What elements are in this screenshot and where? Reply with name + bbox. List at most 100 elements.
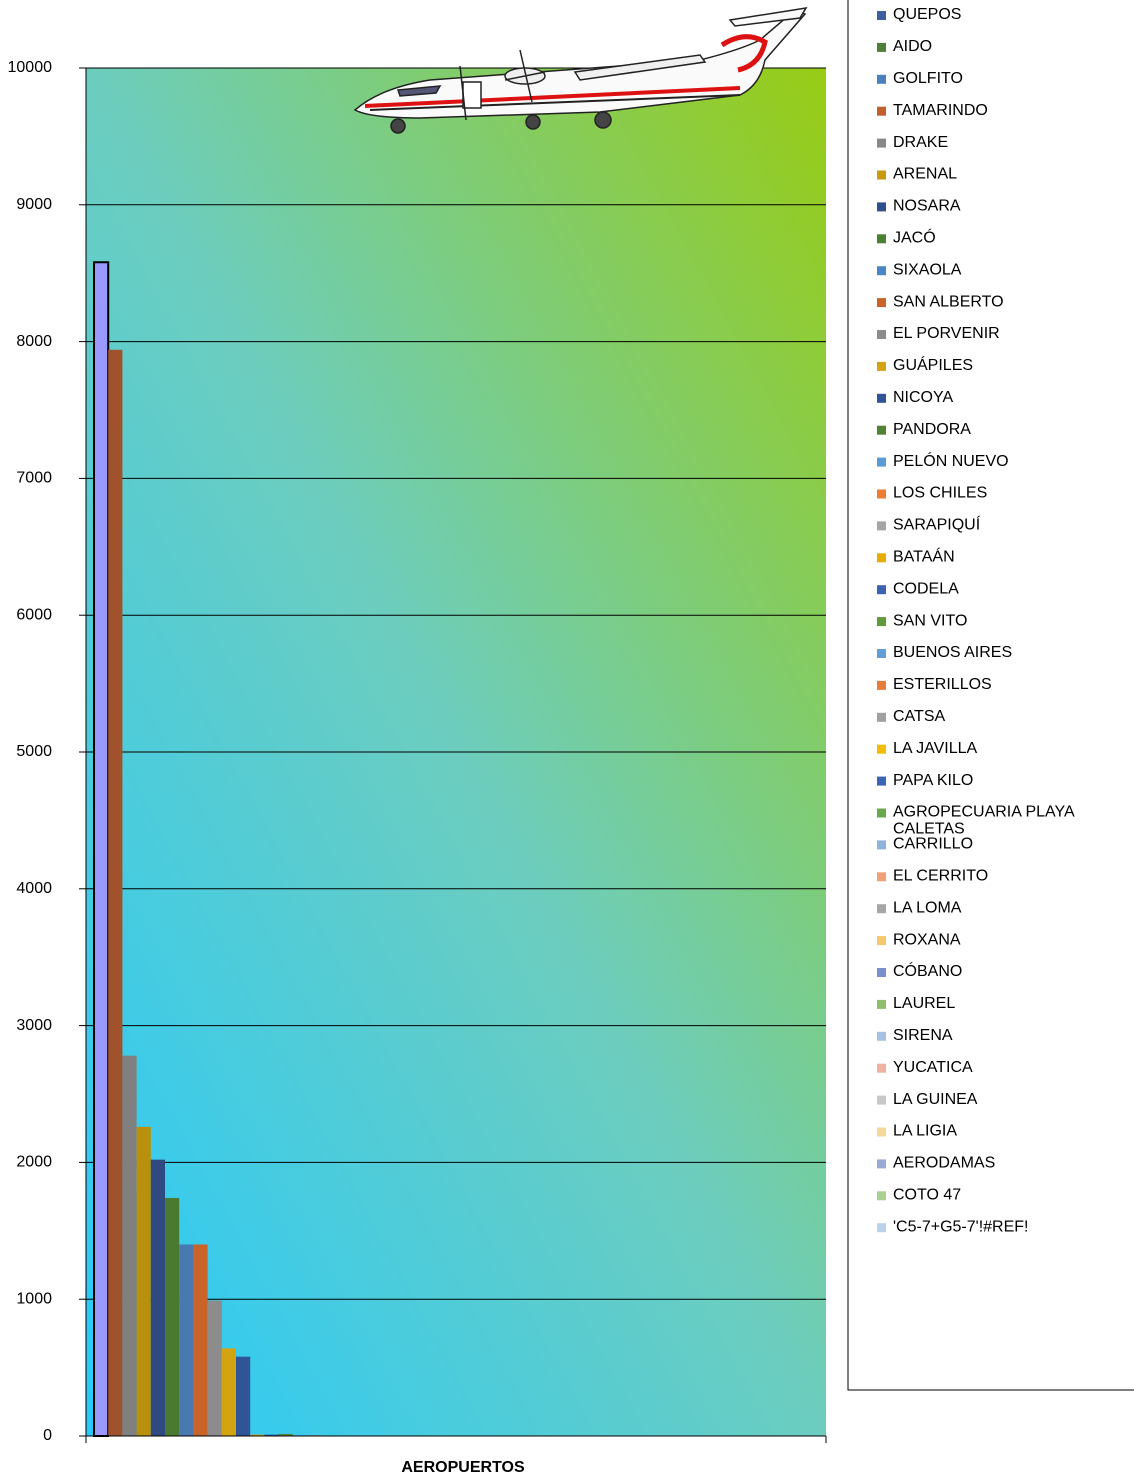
airplane-illustration <box>353 7 808 134</box>
y-tick-label: 9000 <box>16 196 52 213</box>
bar <box>150 1159 165 1436</box>
bar <box>250 1434 265 1436</box>
legend-label: LA LOMA <box>893 899 962 916</box>
legend-label: COTO 47 <box>893 1187 961 1204</box>
legend-label: PANDORA <box>893 421 971 438</box>
legend-swatch <box>877 680 886 690</box>
x-axis-title: AEROPUERTOS <box>401 1459 525 1476</box>
bar <box>93 261 110 1438</box>
y-tick-label: 4000 <box>16 880 52 897</box>
legend-swatch <box>877 1191 886 1201</box>
legend-box <box>847 0 1134 1391</box>
legend-label: CÓBANO <box>893 961 962 980</box>
legend-swatch <box>877 298 886 308</box>
y-tick-label: 6000 <box>16 606 52 623</box>
legend-label: DRAKE <box>893 134 948 151</box>
legend-swatch <box>877 585 886 595</box>
legend-label: LA JAVILLA <box>893 740 978 757</box>
y-tick-label: 7000 <box>16 470 52 487</box>
legend-swatch <box>877 138 886 148</box>
bar <box>122 1055 137 1436</box>
legend-label: JACÓ <box>893 228 936 247</box>
legend-swatch <box>877 489 886 499</box>
legend-label: LOS CHILES <box>893 485 987 502</box>
legend-label: AGROPECUARIA PLAYA CALETAS <box>893 804 1075 838</box>
legend-label: GOLFITO <box>893 70 963 87</box>
legend-swatch <box>877 1095 886 1105</box>
legend-swatch <box>877 840 886 850</box>
bar <box>136 1126 151 1436</box>
legend-label: BUENOS AIRES <box>893 644 1012 661</box>
legend-swatch <box>877 234 886 244</box>
legend-swatch <box>877 1031 886 1041</box>
y-tick-label: 2000 <box>16 1154 52 1171</box>
legend-label: CODELA <box>893 580 959 597</box>
legend-label: YUCATICA <box>893 1059 973 1076</box>
y-tick-label: 10000 <box>8 59 53 76</box>
legend-swatch <box>877 1127 886 1137</box>
legend-label: QUEPOS <box>893 6 961 23</box>
legend-swatch <box>877 904 886 914</box>
bar <box>236 1356 251 1436</box>
legend-swatch <box>877 457 886 467</box>
legend-swatch <box>877 425 886 435</box>
legend-swatch <box>877 330 886 339</box>
legend-label: NICOYA <box>893 389 953 406</box>
legend-swatch <box>877 1159 886 1169</box>
legend-label: GUÁPILES <box>893 355 973 374</box>
legend-label: PELÓN NUEVO <box>893 451 1009 470</box>
bar <box>165 1197 180 1436</box>
legend-label: BATAÁN <box>893 547 955 566</box>
legend-label: LAUREL <box>893 995 955 1012</box>
legend-label: SAN ALBERTO <box>893 293 1004 310</box>
bars <box>93 261 322 1438</box>
legend-swatch <box>877 968 886 977</box>
y-tick-label: 5000 <box>16 743 52 760</box>
legend-label: ARENAL <box>893 166 957 183</box>
legend-swatch <box>877 11 886 20</box>
legend-swatch <box>877 521 886 531</box>
legend-swatch <box>877 553 886 563</box>
bar <box>207 1300 222 1436</box>
legend-swatch <box>877 617 886 627</box>
legend-label: ESTERILLOS <box>893 676 992 693</box>
legend-label: TAMARINDO <box>893 102 988 119</box>
legend-swatch <box>877 266 886 276</box>
legend-label: CATSA <box>893 708 945 725</box>
legend-swatch <box>877 808 886 818</box>
legend-swatch <box>877 74 886 84</box>
legend-swatch <box>877 999 886 1009</box>
bar <box>108 349 123 1437</box>
y-tick-label: 8000 <box>16 333 52 350</box>
bar <box>264 1434 279 1436</box>
legend-swatch <box>877 1063 886 1073</box>
legend-swatch <box>877 744 886 754</box>
legend-label: SIXAOLA <box>893 261 962 278</box>
legend-swatch <box>877 170 886 180</box>
legend-swatch <box>877 712 886 722</box>
legend-label: ROXANA <box>893 931 961 948</box>
legend-label: SAN VITO <box>893 612 967 629</box>
y-tick-label: 3000 <box>16 1017 52 1034</box>
legend-label: EL CERRITO <box>893 868 988 885</box>
legend-label: SIRENA <box>893 1027 953 1044</box>
legend-label: PAPA KILO <box>893 772 973 789</box>
bar <box>221 1348 236 1436</box>
legend-swatch <box>877 202 886 212</box>
bar <box>278 1433 293 1436</box>
legend-swatch <box>877 936 886 946</box>
legend-swatch <box>877 649 886 658</box>
legend-swatch <box>877 42 886 52</box>
legend-swatch <box>877 361 886 371</box>
y-tick-label: 0 <box>43 1427 52 1444</box>
legend-label: SARAPIQUÍ <box>893 515 981 534</box>
y-tick-label: 1000 <box>16 1290 52 1307</box>
legend-label: CARRILLO <box>893 836 973 853</box>
legend-label: LA LIGIA <box>893 1123 957 1140</box>
legend-label: EL PORVENIR <box>893 325 1000 342</box>
legend-label: NOSARA <box>893 198 961 215</box>
bar <box>193 1244 208 1436</box>
bar <box>179 1244 194 1436</box>
legend-label: 'C5-7+G5-7'!#REF! <box>893 1218 1029 1235</box>
